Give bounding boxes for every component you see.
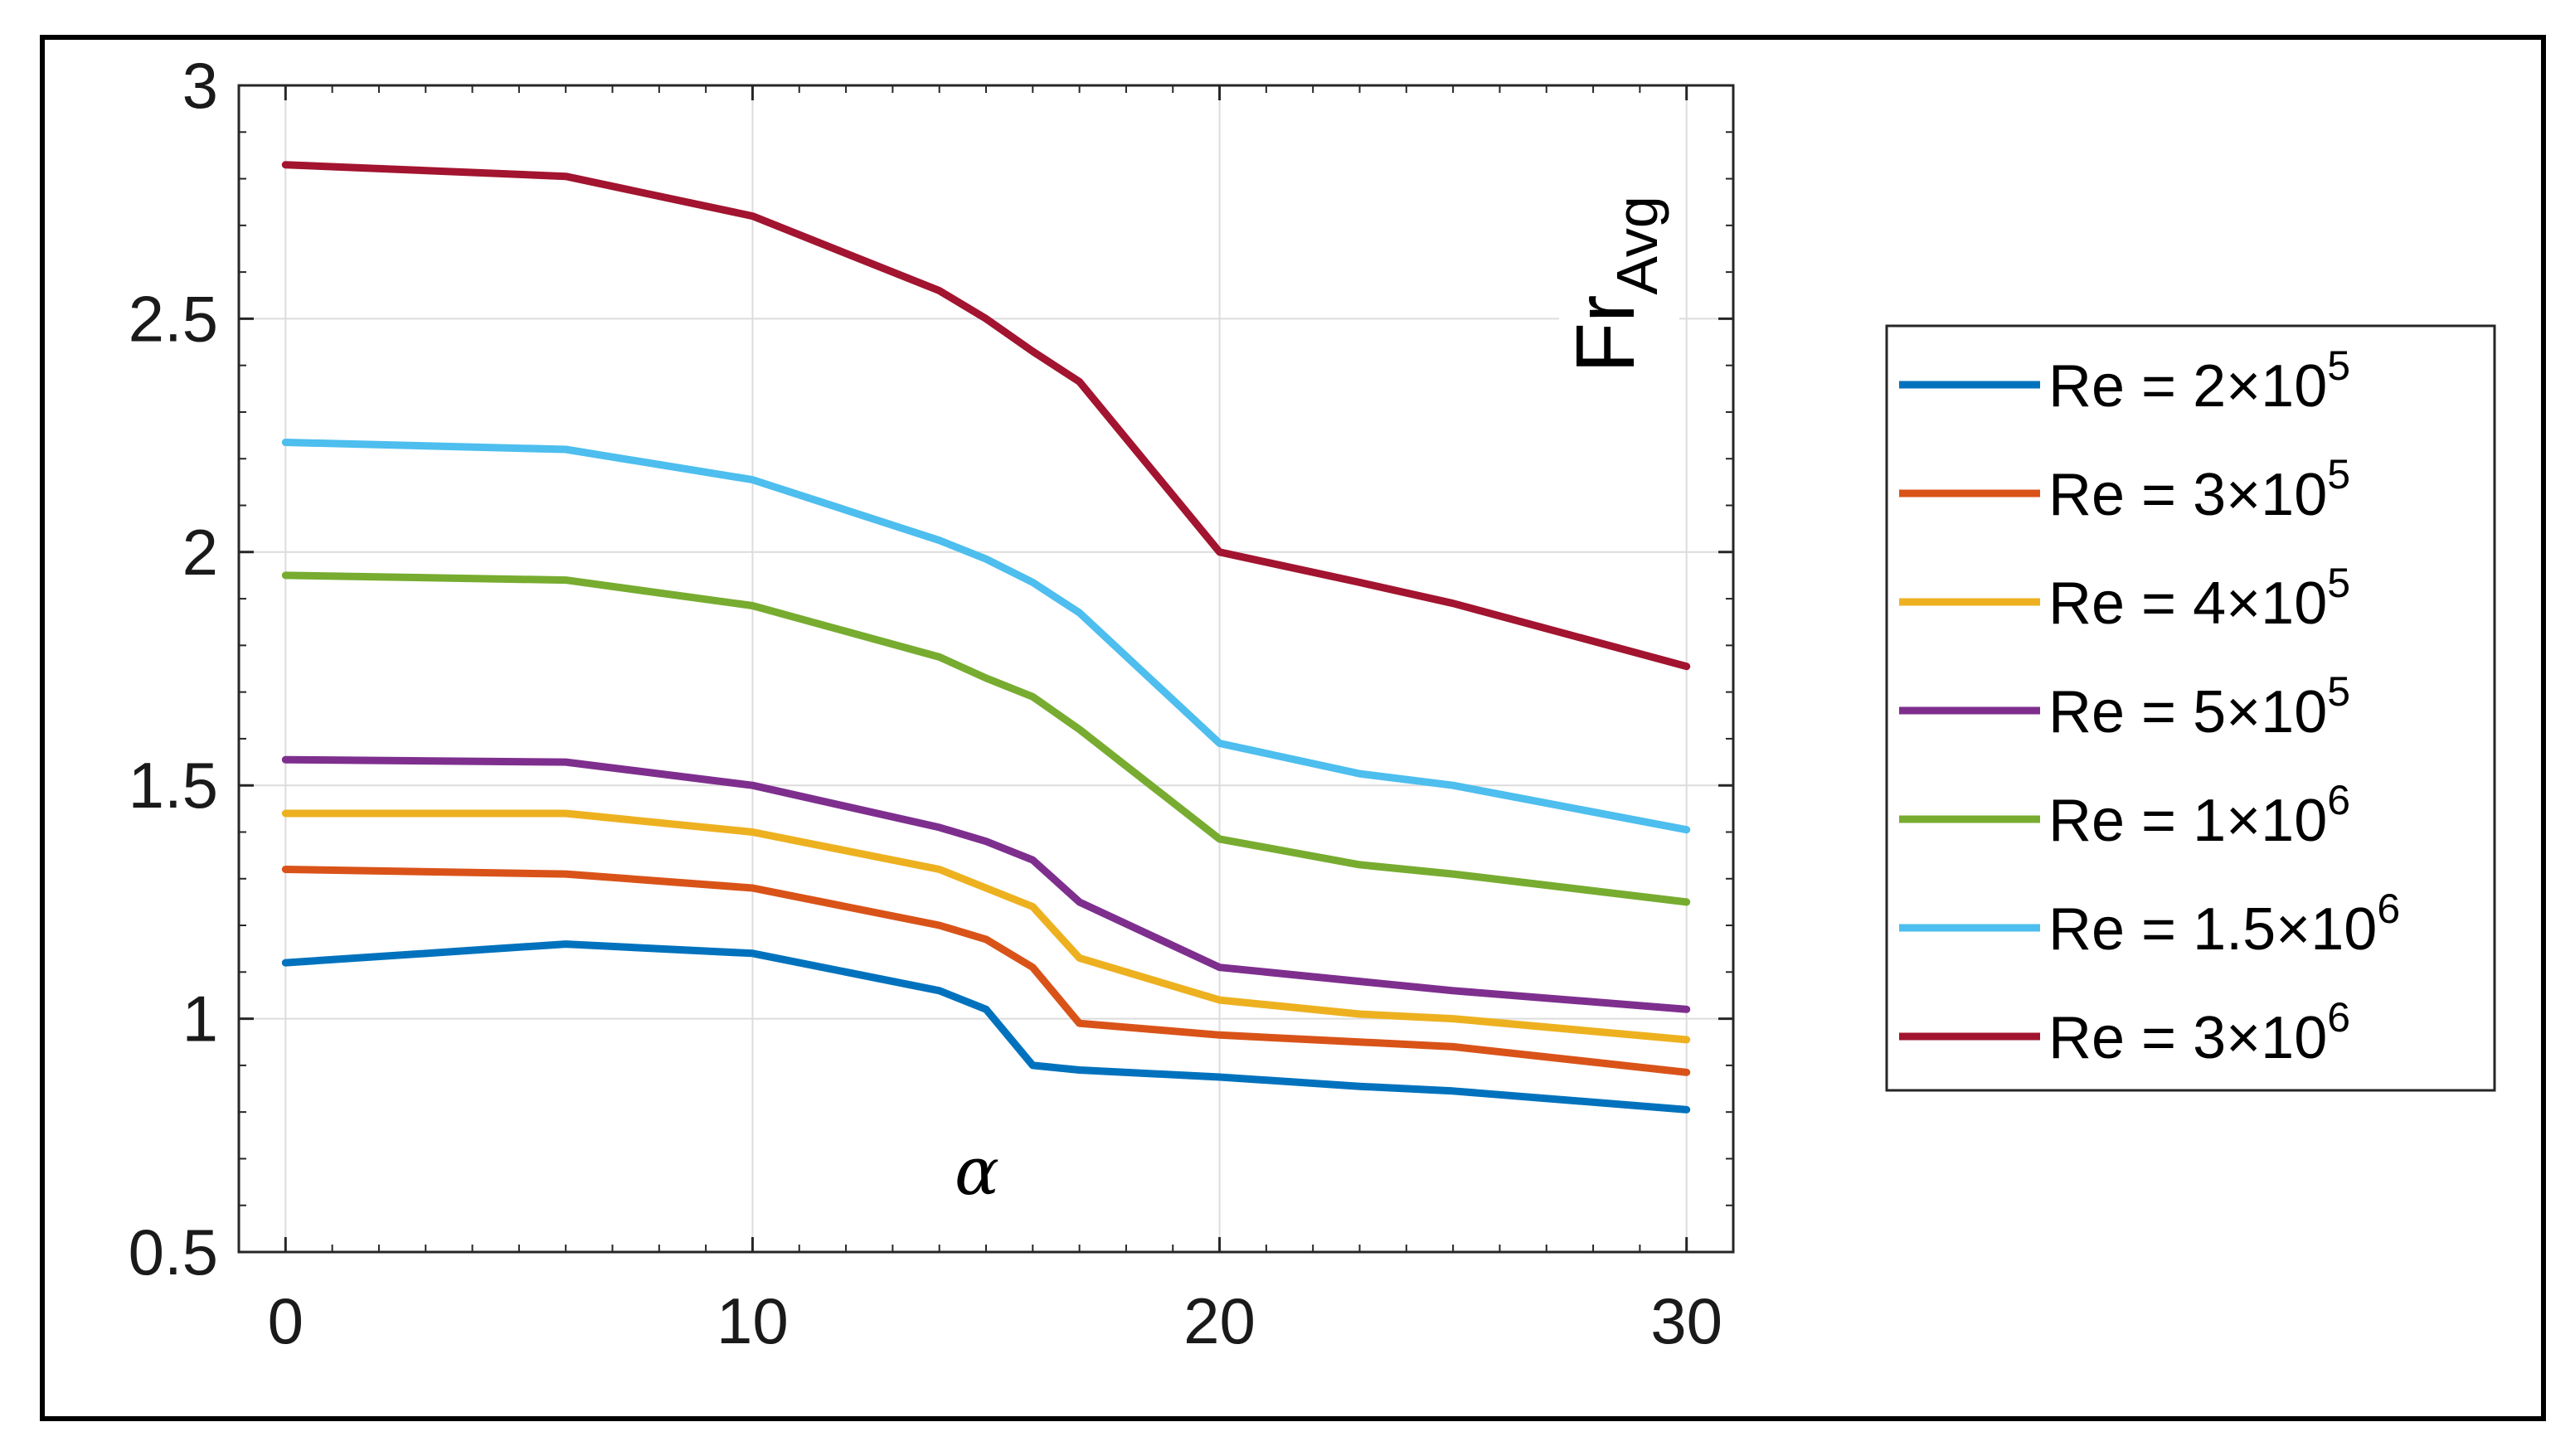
x-tick-label: 30 [1650, 1284, 1722, 1357]
x-tick-label: 10 [717, 1284, 789, 1357]
y-axis-label: FrAvg [1559, 196, 1669, 373]
y-tick-label: 2.5 [129, 282, 218, 355]
x-axis-label: α [955, 1133, 999, 1210]
series-line-3 [281, 809, 1691, 1044]
y-tick-label: 2 [182, 516, 218, 589]
plot-area [237, 84, 1735, 1254]
series-line-1 [281, 940, 1691, 1114]
legend-label-1: Re = 2×105 [2048, 342, 2350, 420]
y-tick-label: 1 [182, 983, 218, 1056]
axis-ticks: 0 10 20 30 0.5 1 1.5 2 2.5 3 [129, 49, 1734, 1357]
y-tick-label: 0.5 [129, 1216, 218, 1289]
x-tick-label: 20 [1183, 1284, 1256, 1357]
legend-entries: Re = 2×105 Re = 3×105 Re = 4×105 Re = 5×105… [1899, 342, 2400, 1071]
series-line-2 [281, 866, 1691, 1076]
grid [239, 85, 1733, 1253]
y-axis-label-group: FrAvg [1559, 133, 1679, 406]
legend-label-2: Re = 3×105 [2048, 451, 2350, 528]
legend-label-6: Re = 1.5×106 [2048, 886, 2400, 963]
x-tick-label: 0 [268, 1284, 304, 1357]
series-line-6 [281, 439, 1691, 834]
series-line-4 [281, 755, 1691, 1013]
figure-frame [40, 35, 2546, 1421]
series-line-7 [281, 161, 1691, 671]
legend-label-5: Re = 1×106 [2048, 777, 2350, 854]
legend-label-4: Re = 5×105 [2048, 668, 2350, 745]
y-tick-label: 1.5 [129, 749, 218, 822]
legend: Re = 2×105 Re = 3×105 Re = 4×105 Re = 5×105… [1885, 324, 2496, 1092]
y-tick-label: 3 [182, 49, 218, 122]
y-axis-label-background [1559, 133, 1679, 406]
series-line-5 [281, 571, 1691, 906]
legend-label-7: Re = 3×106 [2048, 994, 2350, 1071]
series-lines [281, 161, 1691, 1114]
legend-label-3: Re = 4×105 [2048, 560, 2350, 637]
